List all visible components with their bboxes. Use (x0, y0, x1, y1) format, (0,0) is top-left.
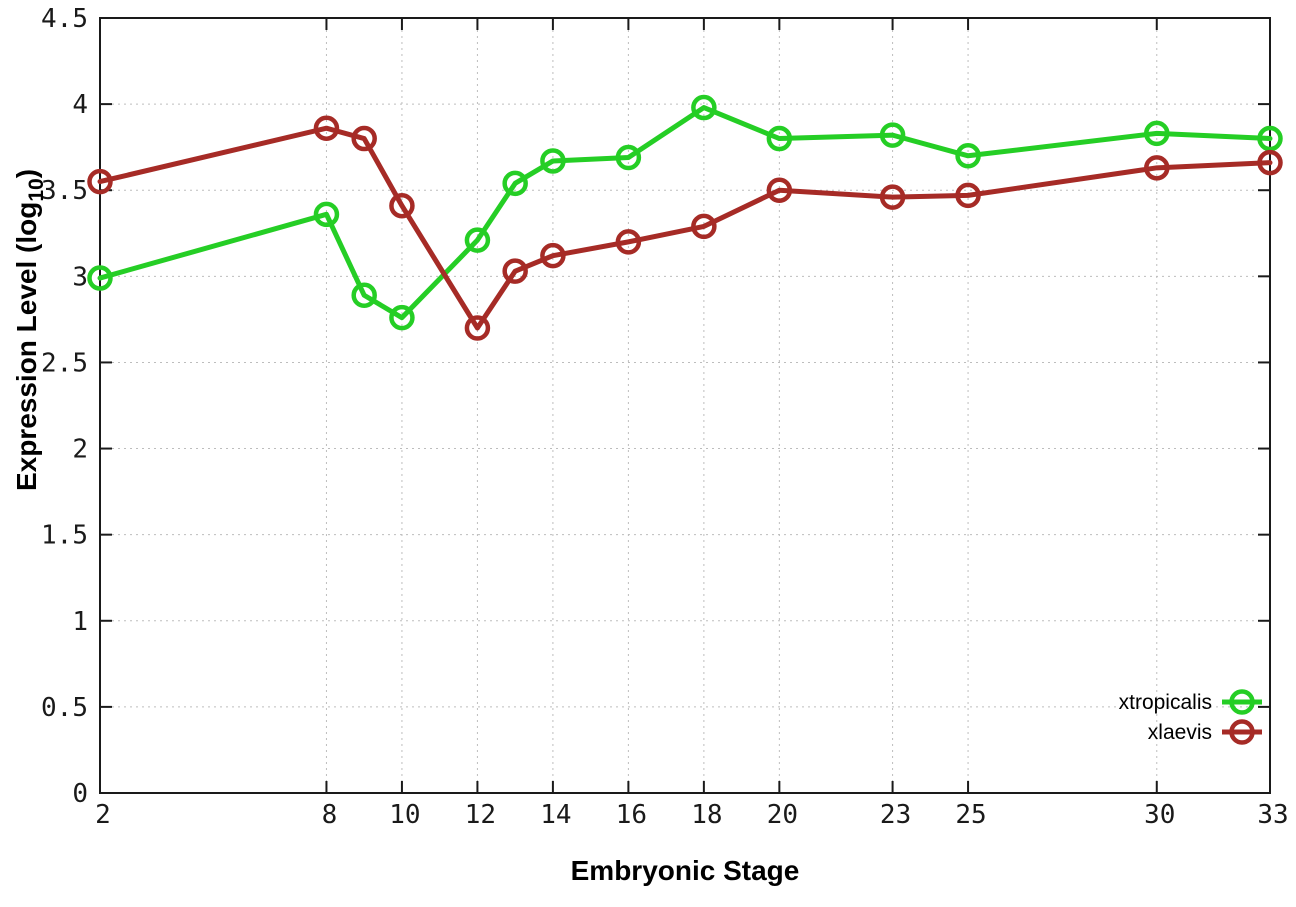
marker-xtropicalis-stage-30 (1144, 120, 1170, 147)
legend-marker-xlaevis (1229, 719, 1255, 745)
marker-xlaevis-stage-8 (313, 115, 340, 141)
marker-xlaevis-stage-18 (691, 213, 717, 240)
marker-xlaevis-stage-16 (615, 229, 642, 255)
marker-xlaevis-stage-23 (879, 184, 906, 210)
marker-xlaevis-stage-2 (87, 168, 113, 195)
marker-xtropicalis-stage-16 (615, 144, 642, 171)
y-tick-label-1.5: 1.5 (41, 521, 88, 551)
x-tick-label-33: 33 (1257, 800, 1288, 830)
marker-xlaevis-stage-14 (540, 242, 566, 269)
x-tick-label-20: 20 (767, 800, 798, 830)
x-tick-label-10: 10 (389, 800, 420, 830)
y-axis-title: Expression Level (log10) (11, 169, 48, 491)
marker-xlaevis-stage-25 (955, 182, 981, 209)
legend-label-xlaevis: xlaevis (1148, 721, 1212, 744)
y-tick-label-0: 0 (72, 779, 88, 809)
x-tick-label-16: 16 (616, 800, 647, 830)
x-tick-label-18: 18 (691, 800, 722, 830)
y-axis-title-text: Expression Level (log (11, 202, 42, 491)
x-tick-label-12: 12 (465, 800, 496, 830)
marker-xtropicalis-stage-18 (691, 94, 717, 121)
y-tick-label-2: 2 (72, 435, 88, 465)
legend-label-xtropicalis: xtropicalis (1119, 691, 1212, 714)
marker-xtropicalis-stage-33 (1257, 125, 1283, 152)
marker-xlaevis-stage-10 (389, 192, 415, 219)
marker-xtropicalis-stage-20 (766, 125, 793, 152)
x-tick-label-25: 25 (955, 800, 986, 830)
marker-xtropicalis-stage-23 (879, 122, 906, 148)
x-tick-label-8: 8 (322, 800, 338, 830)
y-tick-label-3: 3 (72, 262, 88, 292)
marker-xtropicalis-stage-9 (351, 282, 377, 309)
y-tick-label-2.5: 2.5 (41, 348, 88, 378)
marker-xtropicalis-stage-14 (540, 148, 566, 174)
marker-xlaevis-stage-13 (502, 258, 528, 284)
x-tick-label-30: 30 (1144, 800, 1175, 830)
x-tick-label-23: 23 (880, 800, 911, 830)
gridlines (99, 17, 1271, 794)
marker-xtropicalis-stage-8 (313, 201, 340, 228)
marker-xlaevis-stage-9 (351, 125, 377, 152)
y-tick-label-4: 4 (72, 90, 88, 120)
plot-border (99, 17, 1271, 794)
marker-xlaevis-stage-30 (1144, 155, 1170, 181)
series-line-xtropicalis (97, 105, 1273, 321)
x-tick-label-2: 2 (95, 800, 111, 830)
y-axis-title-suffix: ) (11, 169, 42, 178)
marker-xlaevis-stage-12 (464, 315, 491, 341)
marker-xtropicalis-stage-13 (502, 170, 528, 197)
marker-xtropicalis-stage-10 (389, 304, 415, 331)
axis-ticks: 2 8 10 12 14 16 18 20 23 25 30 33 0 0.5 1 1.5 2 2.5 3 3.5 4 4… (41, 4, 1289, 830)
y-tick-label-0.5: 0.5 (41, 693, 88, 723)
legend: xtropicalis xlaevis (1119, 689, 1262, 745)
y-tick-label-3.5: 3.5 (41, 176, 88, 206)
legend-marker-xtropicalis (1229, 689, 1255, 715)
marker-xlaevis-stage-33 (1257, 149, 1283, 176)
y-axis-title-subscript: 10 (25, 178, 48, 201)
marker-xtropicalis-stage-12 (464, 227, 491, 253)
x-tick-label-14: 14 (540, 800, 571, 830)
data-series (87, 94, 1283, 341)
x-axis-title: Embryonic Stage (571, 855, 800, 886)
marker-xlaevis-stage-20 (766, 177, 793, 203)
marker-xtropicalis-stage-25 (955, 143, 981, 169)
border-rect (99, 17, 1271, 794)
marker-xtropicalis-stage-2 (87, 265, 113, 291)
y-tick-label-1: 1 (72, 607, 88, 637)
y-tick-label-4.5: 4.5 (41, 4, 88, 34)
